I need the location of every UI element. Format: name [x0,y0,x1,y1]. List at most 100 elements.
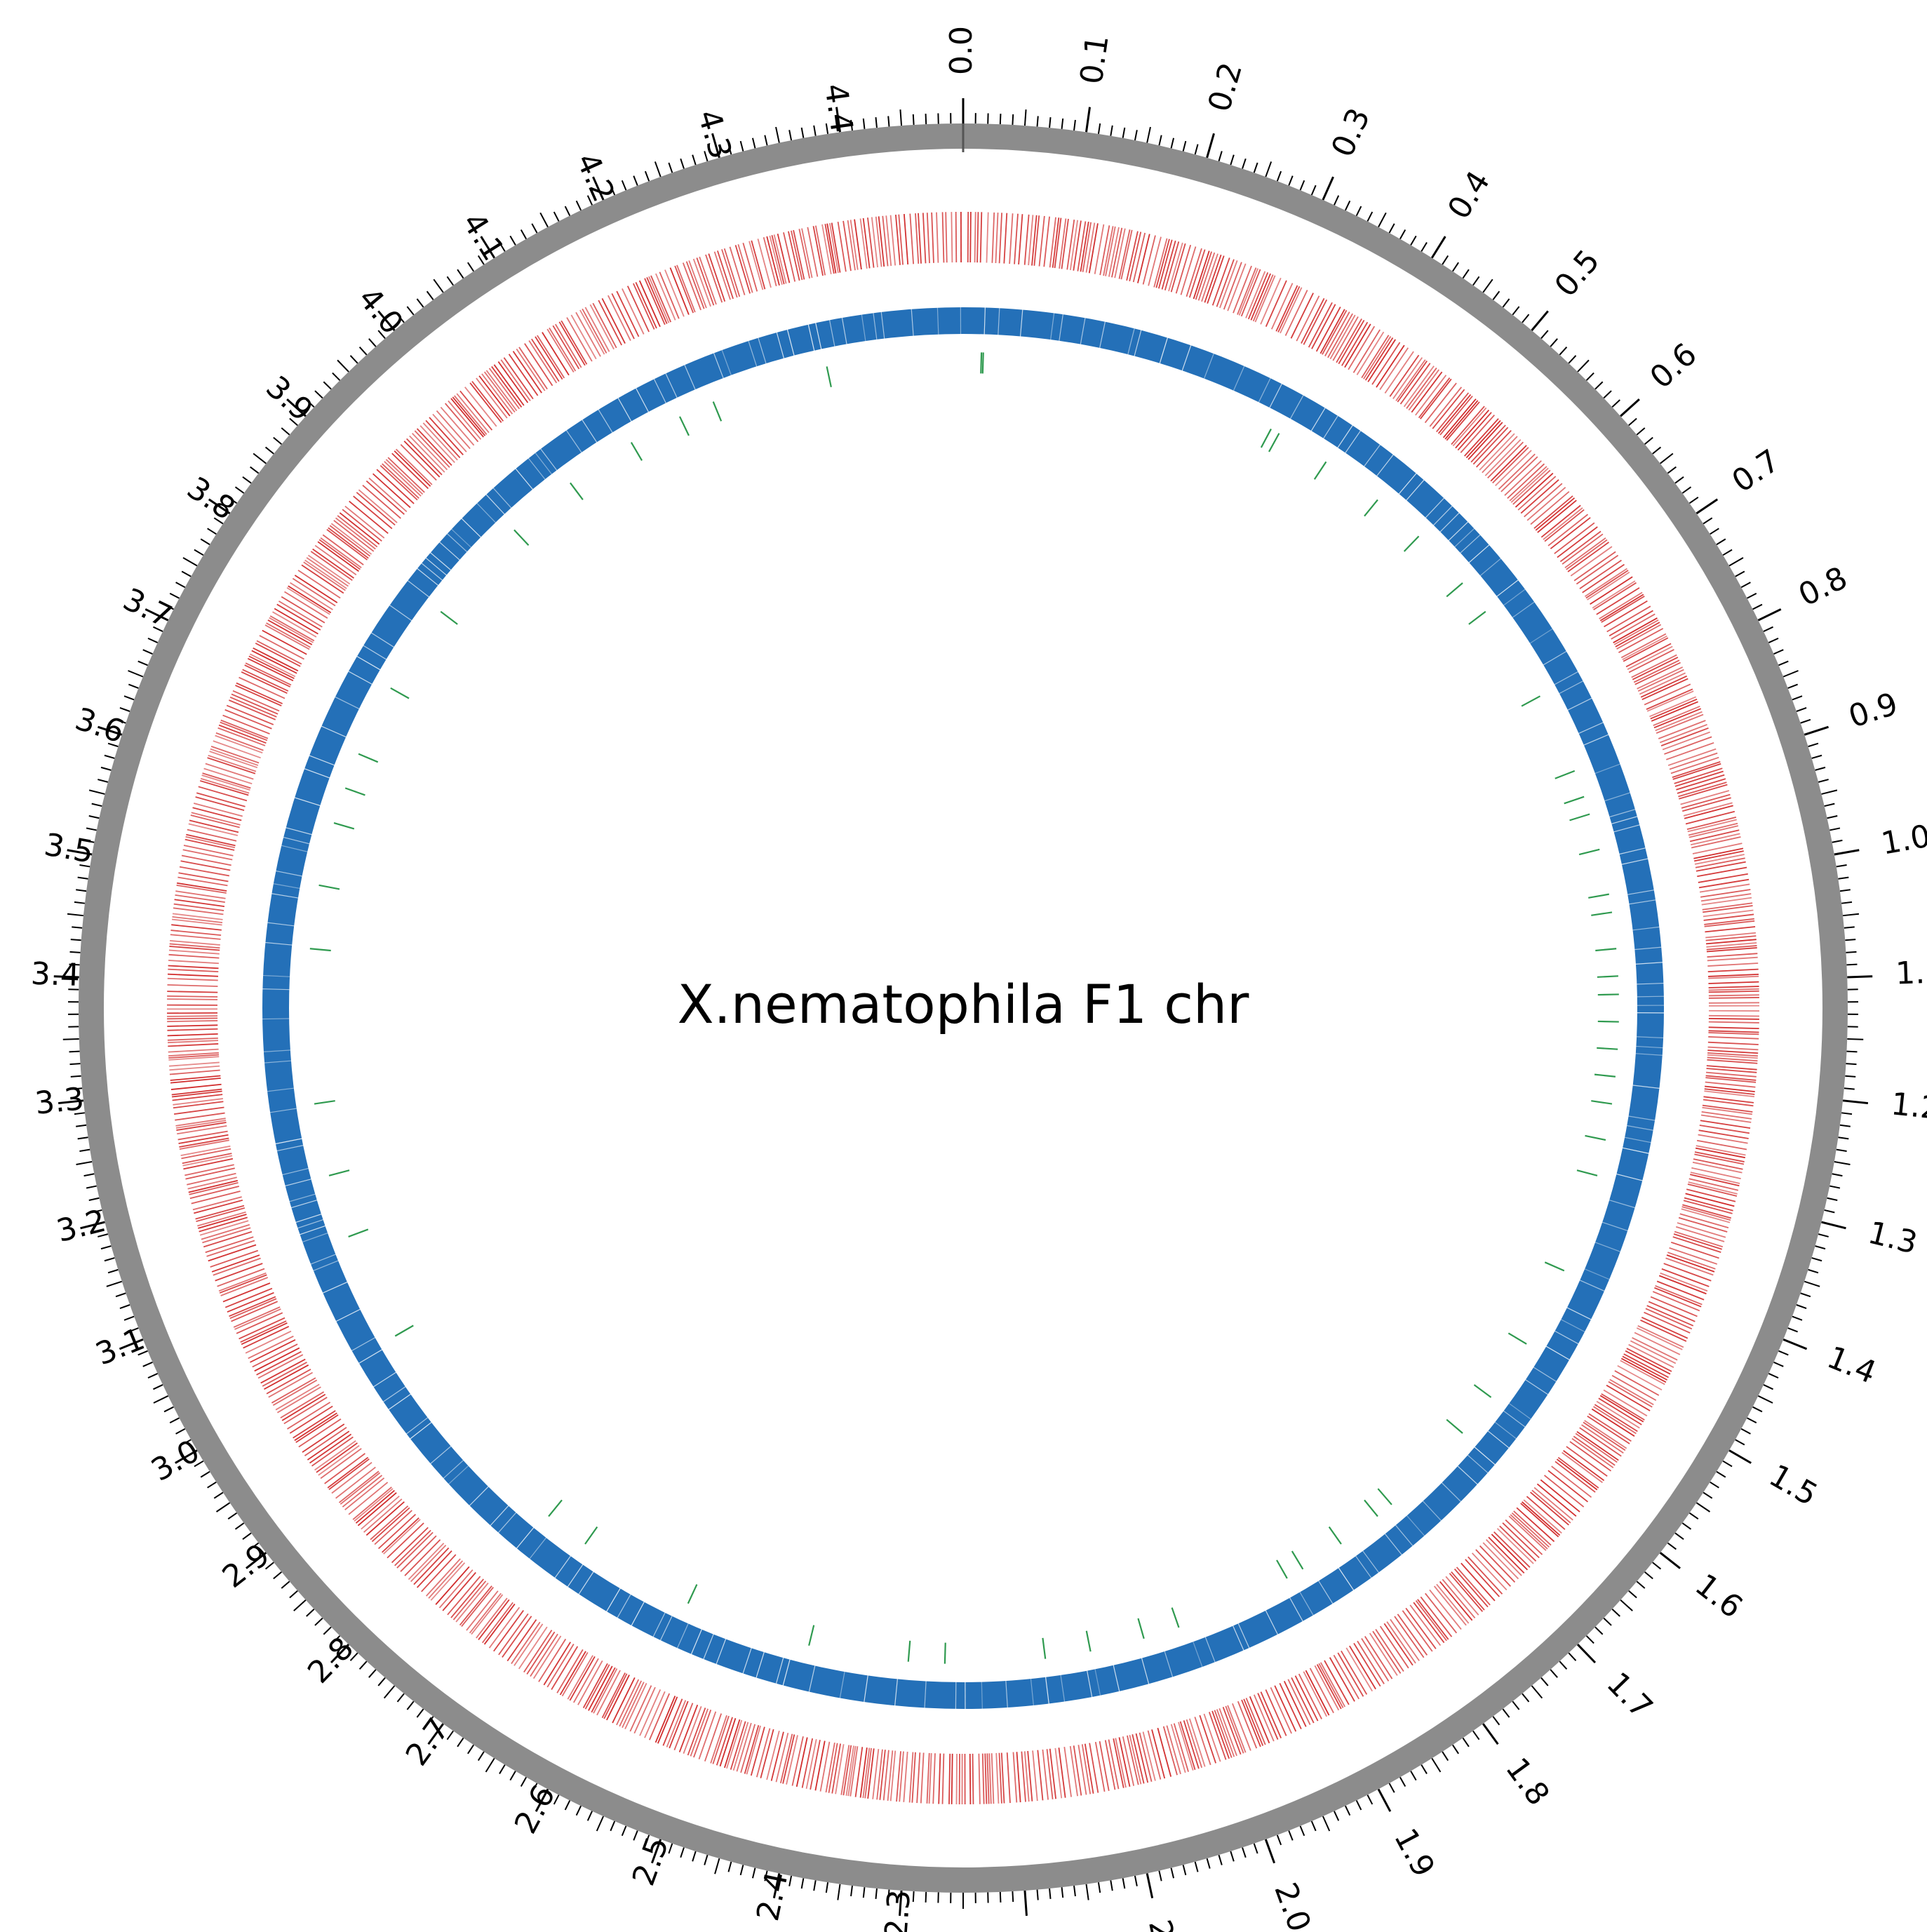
green-feature-mark [348,1228,369,1237]
minor-tick [912,114,915,126]
red-feature-mark [488,1606,521,1649]
red-feature-mark [1698,878,1750,889]
red-feature-mark [357,1492,397,1527]
red-feature-mark [1672,1236,1721,1254]
red-feature-mark [1507,463,1545,499]
blue-track-gap [1441,1482,1462,1503]
minor-tick [100,1245,112,1250]
red-feature-mark [1695,857,1745,868]
red-feature-mark [1608,1381,1653,1408]
red-feature-mark [278,601,323,628]
red-feature-mark [337,515,378,548]
red-feature-mark [911,1752,916,1803]
red-feature-mark [179,866,230,877]
red-feature-mark [506,1619,537,1662]
red-feature-mark [198,1214,247,1229]
red-feature-mark [644,278,666,326]
red-feature-mark [1672,761,1721,778]
red-feature-mark [1179,1721,1196,1771]
red-feature-mark [1442,1578,1476,1619]
minor-tick [1134,130,1138,141]
blue-track-gap [303,767,330,779]
red-feature-mark [1533,1487,1573,1521]
red-feature-mark [1703,905,1753,913]
minor-tick [1703,517,1713,525]
red-feature-mark [168,1061,220,1067]
minor-tick [119,1304,130,1309]
red-feature-mark [1680,790,1730,805]
red-feature-mark [1338,319,1365,365]
minor-tick [1559,1661,1568,1670]
blue-track-gap [742,1647,752,1675]
red-feature-mark [662,1698,683,1746]
red-feature-mark [1265,280,1287,327]
green-feature-mark [1544,1261,1565,1272]
red-feature-mark [440,406,475,446]
red-feature-mark [167,991,218,993]
red-feature-mark [1081,1744,1092,1795]
red-feature-mark [1479,1545,1516,1583]
red-feature-mark [1683,1200,1733,1214]
minor-tick [633,1830,638,1841]
red-feature-mark [167,973,218,977]
red-feature-mark [416,428,452,467]
minor-tick [79,864,90,868]
minor-tick [1442,1751,1449,1762]
green-feature-mark [1377,1488,1392,1505]
red-feature-mark [168,960,219,965]
blue-track-gap [1113,1664,1120,1692]
minor-tick [692,1851,697,1862]
red-feature-mark [1118,229,1131,279]
red-feature-mark [371,1507,410,1543]
red-feature-mark [566,317,593,362]
red-feature-mark [1279,1683,1302,1730]
coordinate-label: 0.0 [944,26,979,75]
red-feature-mark [1406,367,1437,409]
blue-track-gap [828,319,835,347]
red-feature-mark [1042,1749,1049,1800]
green-feature-mark [712,401,723,422]
red-feature-mark [175,894,225,903]
red-feature-mark [790,230,803,281]
blue-track-gap [684,364,697,391]
red-feature-mark [1700,893,1752,902]
red-feature-mark [981,1753,985,1804]
blue-track-gap [312,1260,340,1272]
minor-tick [377,1677,386,1686]
red-feature-mark [280,1391,325,1418]
red-feature-mark [478,375,511,417]
minor-tick [692,154,697,166]
green-feature-mark [1328,1526,1342,1545]
major-tick [286,398,307,417]
blue-track-gap [1181,344,1192,372]
blue-track-gap [1524,1378,1549,1395]
major-tick [835,107,841,133]
minor-tick [1821,789,1838,795]
red-feature-mark [192,1196,242,1211]
red-feature-mark [176,882,227,892]
minor-tick [264,1562,274,1570]
red-feature-mark [229,697,277,718]
red-feature-mark [601,297,626,344]
red-feature-mark [1599,591,1643,619]
red-feature-mark [175,1112,225,1121]
red-feature-mark [1386,1621,1416,1664]
minor-tick [1747,592,1757,599]
red-feature-mark [199,780,249,796]
minor-tick [1378,212,1387,228]
red-feature-mark [842,220,852,271]
minor-tick [368,1669,377,1678]
minor-tick [1674,1532,1684,1541]
red-feature-mark [1178,1722,1194,1771]
red-feature-mark [1201,253,1218,302]
red-feature-mark [1641,678,1688,701]
red-feature-mark [1348,326,1376,370]
red-feature-mark [524,343,553,387]
red-feature-mark [1460,415,1496,453]
minor-tick [887,1889,890,1900]
red-feature-mark [210,748,259,766]
red-feature-mark [358,489,398,523]
coordinate-label: 1.0 [1879,818,1927,861]
red-feature-mark [938,1753,941,1804]
blue-track-gap [276,1144,304,1152]
